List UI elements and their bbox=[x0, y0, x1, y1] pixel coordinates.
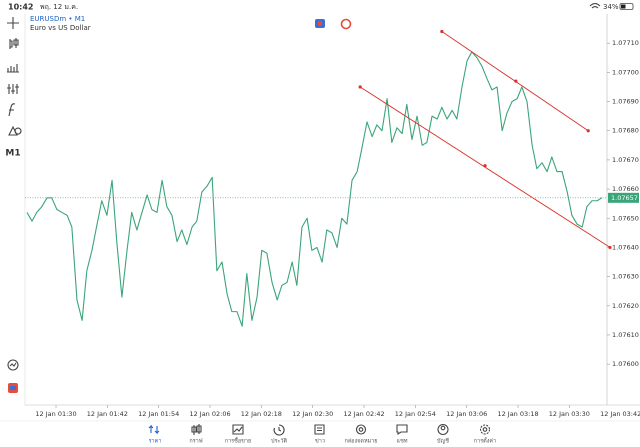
x-tick-label: 12 Jan 02:18 bbox=[241, 410, 282, 418]
quotes-icon bbox=[148, 424, 160, 435]
status-time: 10:42 bbox=[8, 3, 33, 12]
trendline-anchor bbox=[586, 129, 590, 133]
trade-tool-mark bbox=[10, 386, 16, 390]
x-tick-label: 12 Jan 03:42 bbox=[600, 410, 640, 418]
x-tick-label: 12 Jan 03:30 bbox=[549, 410, 590, 418]
news-icon bbox=[314, 424, 325, 435]
charts-icon bbox=[191, 424, 202, 435]
timeframe-button[interactable]: M1 bbox=[5, 149, 20, 159]
symbol-title[interactable]: EURUSDm • M1 bbox=[30, 15, 85, 23]
y-tick-label: 1.07630 bbox=[612, 273, 639, 281]
timer-tool-mark bbox=[9, 362, 17, 367]
indicator-tool[interactable] bbox=[7, 64, 19, 73]
shapes-tool[interactable] bbox=[8, 125, 22, 136]
y-tick-label: 1.07600 bbox=[612, 360, 639, 368]
x-tick-label: 12 Jan 01:42 bbox=[87, 410, 128, 418]
price-line bbox=[26, 51, 603, 327]
trendline-anchor bbox=[358, 85, 362, 89]
account-icon-head bbox=[440, 425, 446, 431]
trendline-anchor bbox=[514, 79, 518, 83]
timer-tool[interactable] bbox=[7, 359, 19, 371]
y-tick-label: 1.07700 bbox=[612, 68, 639, 76]
mailbox-icon-inner bbox=[358, 427, 364, 432]
mailbox-icon bbox=[355, 424, 367, 435]
x-tick-label: 12 Jan 02:06 bbox=[189, 410, 230, 418]
x-tick-label: 12 Jan 01:54 bbox=[138, 410, 179, 418]
trendline-anchor bbox=[483, 164, 487, 168]
current-price-label: 1.07657 bbox=[611, 194, 638, 202]
y-tick-label: 1.07640 bbox=[612, 243, 639, 251]
y-tick-label: 1.07610 bbox=[612, 331, 639, 339]
x-tick-label: 12 Jan 03:06 bbox=[446, 410, 487, 418]
settings-icon-inner bbox=[482, 427, 488, 432]
battery-icon bbox=[619, 3, 634, 10]
tab-label[interactable]: กราฟ bbox=[189, 438, 202, 445]
y-tick-label: 1.07680 bbox=[612, 127, 639, 135]
y-tick-label: 1.07690 bbox=[612, 98, 639, 106]
tab-label[interactable]: ประวัติ bbox=[271, 438, 287, 445]
signal-button[interactable] bbox=[340, 18, 352, 30]
battery-level bbox=[621, 4, 626, 9]
x-tick-label: 12 Jan 02:42 bbox=[343, 410, 384, 418]
x-tick-label: 12 Jan 01:30 bbox=[35, 410, 76, 418]
tab-label[interactable]: แชท bbox=[397, 438, 408, 445]
tab-label[interactable]: ราคา bbox=[149, 439, 162, 445]
tab-label[interactable]: ข่าว bbox=[315, 439, 325, 445]
trendline-anchor bbox=[608, 245, 612, 250]
left-toolbar: M1 bbox=[5, 17, 22, 393]
settings-icon bbox=[479, 424, 491, 435]
tab-label[interactable]: การตั้งค่า bbox=[474, 437, 496, 445]
trendline-anchor bbox=[440, 29, 444, 34]
indicator-list-tool[interactable] bbox=[7, 84, 19, 94]
status-date: พฤ. 12 ม.ค. bbox=[40, 3, 78, 11]
symbol-description: Euro vs US Dollar bbox=[30, 24, 91, 32]
y-tick-label: 1.07620 bbox=[612, 302, 639, 310]
y-tick-label: 1.07670 bbox=[612, 156, 639, 164]
x-tick-label: 12 Jan 03:18 bbox=[497, 410, 538, 418]
battery-text: 34% bbox=[603, 3, 619, 11]
tab-label[interactable]: กล่องจดหมาย bbox=[344, 439, 377, 445]
crosshair-tool[interactable] bbox=[7, 17, 19, 29]
trade-icon bbox=[232, 424, 244, 435]
x-tick-label: 12 Jan 02:54 bbox=[395, 410, 436, 418]
current-price-box bbox=[608, 192, 639, 203]
y-tick-label: 1.07660 bbox=[612, 185, 639, 193]
history-icon bbox=[273, 424, 285, 436]
account-icon bbox=[437, 423, 449, 436]
one-click-mark bbox=[318, 21, 322, 26]
chat-icon bbox=[396, 424, 408, 436]
tab-label[interactable]: การซื้อขาย bbox=[225, 437, 251, 445]
y-tick-label: 1.07710 bbox=[612, 39, 639, 47]
tab-icons bbox=[148, 423, 491, 436]
y-tick-label: 1.07650 bbox=[612, 214, 639, 222]
object-tool[interactable] bbox=[8, 103, 16, 117]
chart-type-tool[interactable] bbox=[9, 38, 19, 49]
tab-label[interactable]: บัญชี bbox=[437, 438, 449, 445]
wifi-icon bbox=[589, 2, 601, 9]
x-tick-label: 12 Jan 02:30 bbox=[292, 410, 333, 418]
